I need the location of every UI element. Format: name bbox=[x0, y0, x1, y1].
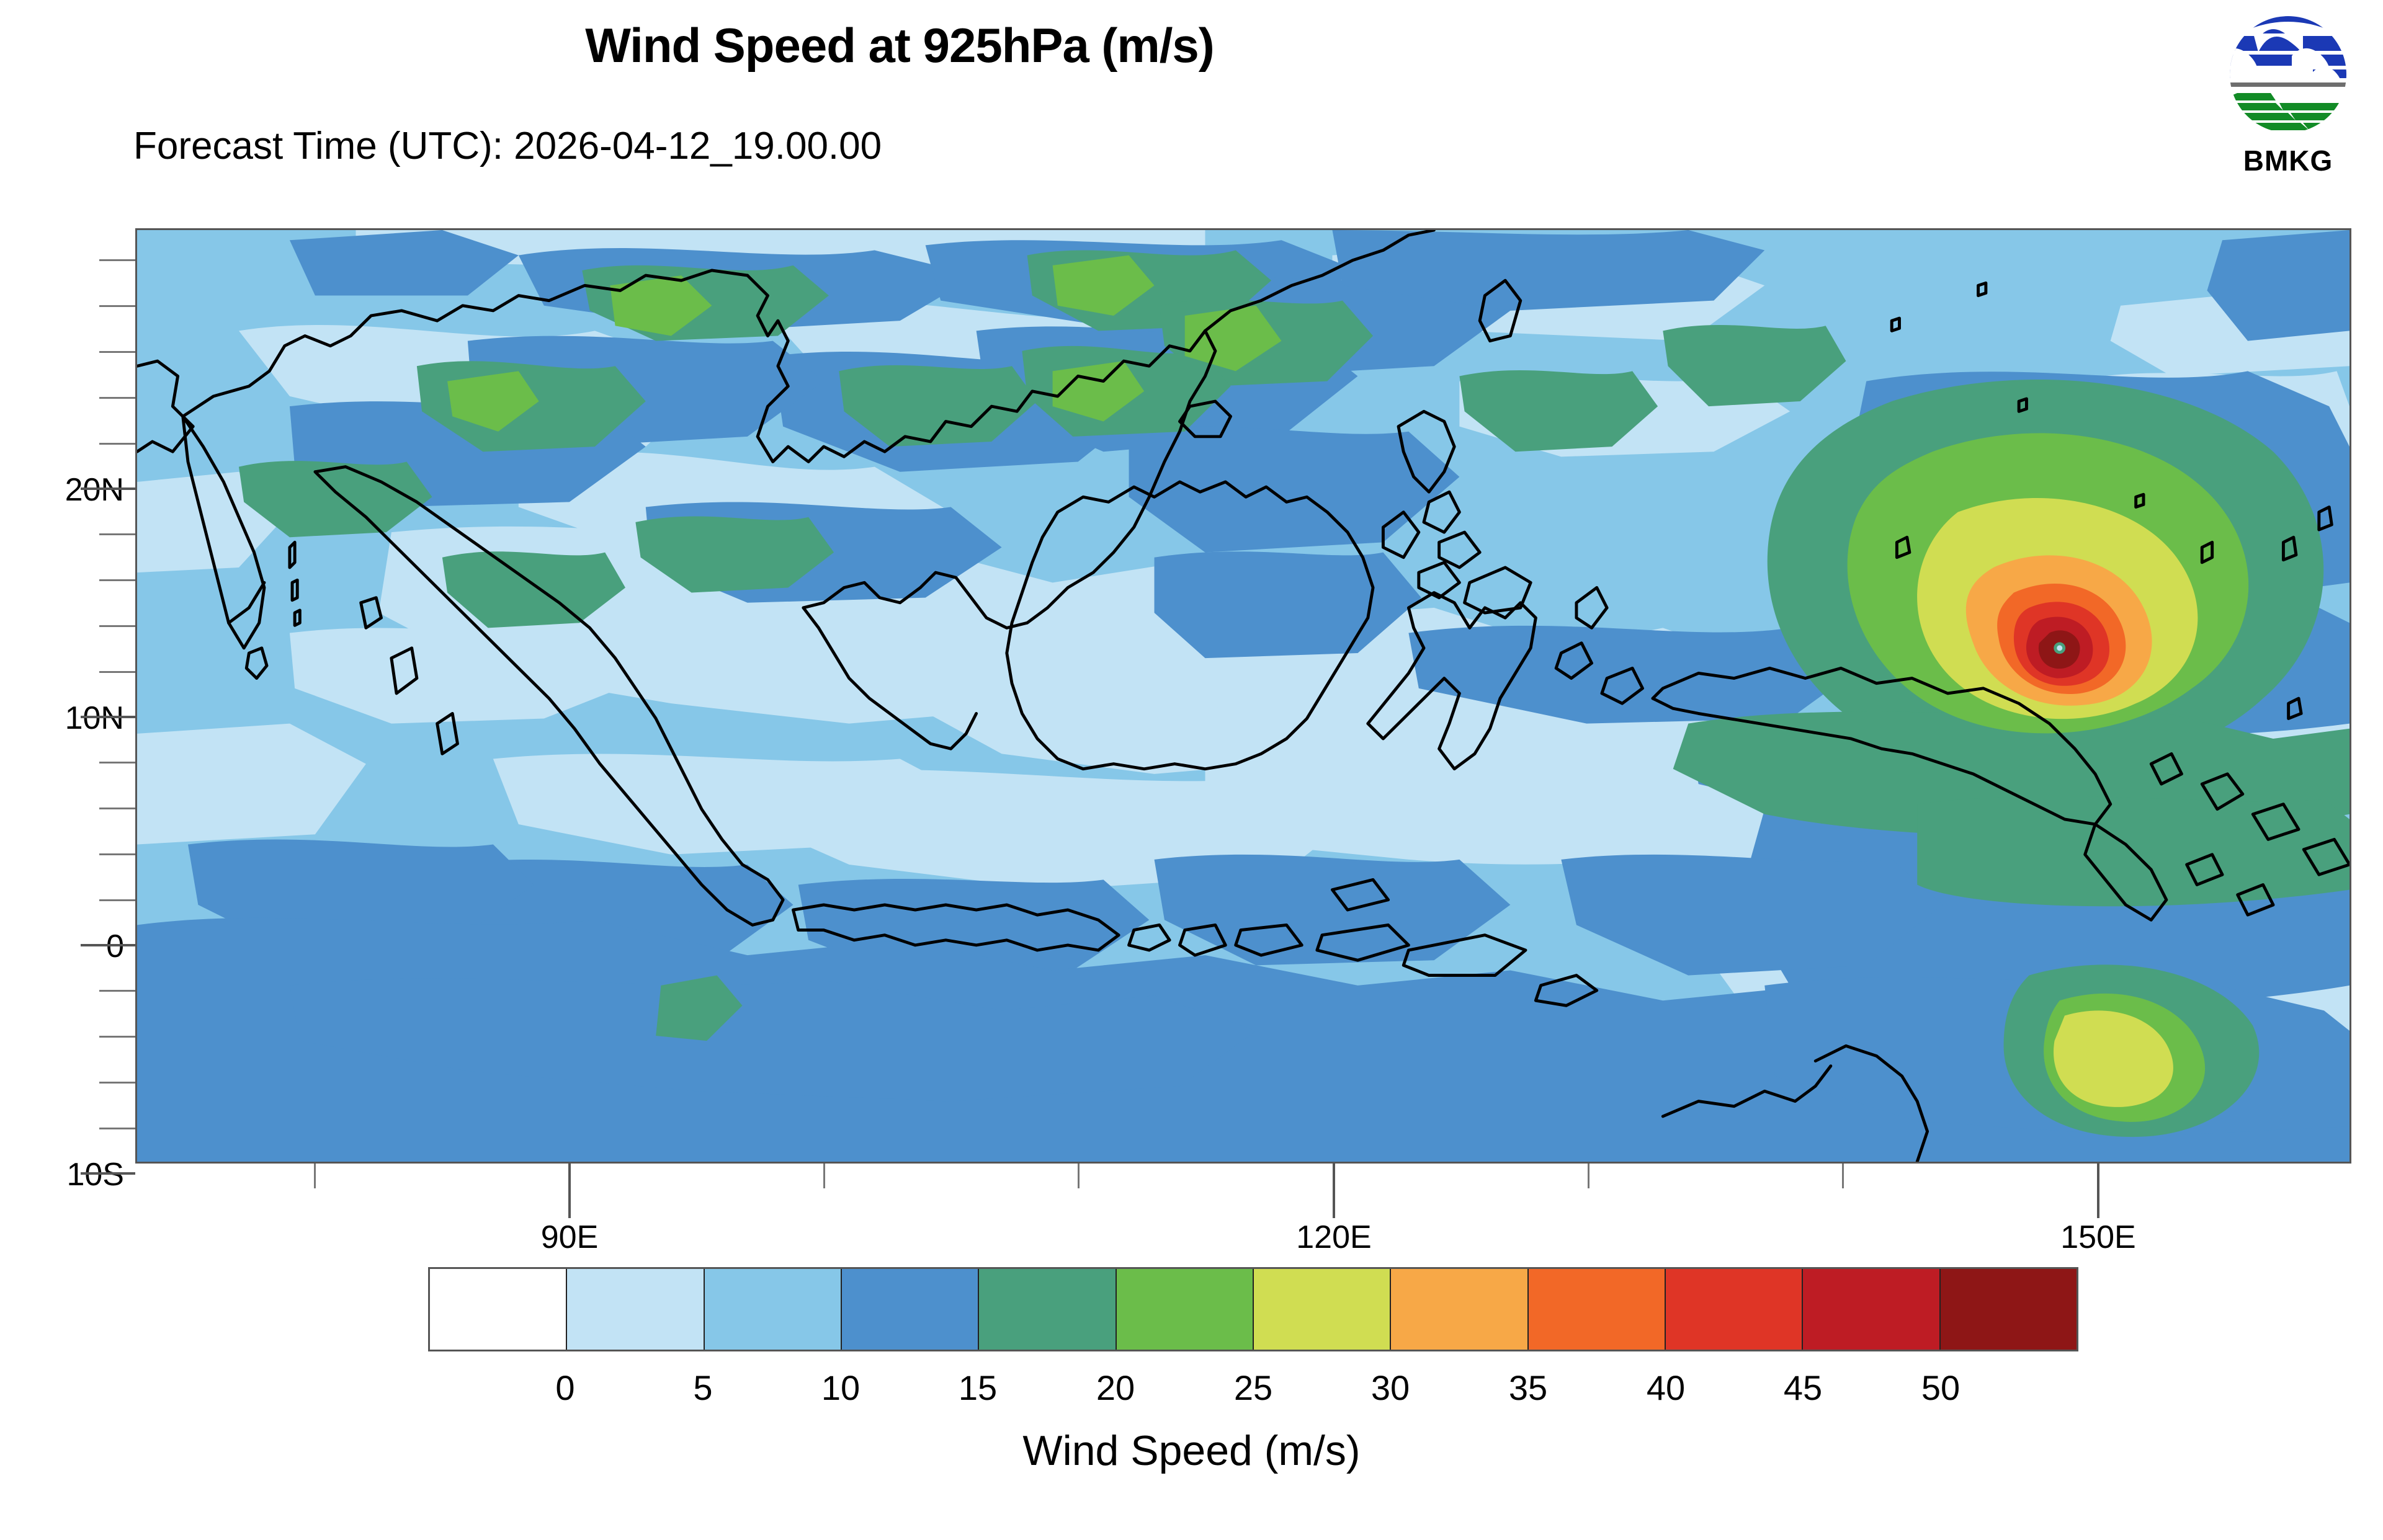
colorbar-swatch-0 bbox=[430, 1269, 568, 1350]
colorbar-tick-45: 45 bbox=[1783, 1368, 1823, 1407]
colorbar-swatch-2 bbox=[704, 1269, 842, 1350]
ytick-major bbox=[81, 1172, 135, 1175]
colorbar-tick-5: 5 bbox=[693, 1368, 713, 1407]
ytick-minor bbox=[99, 1036, 135, 1038]
xtick-label-90e: 90E bbox=[540, 1219, 599, 1255]
colorbar-title: Wind Speed (m/s) bbox=[1022, 1427, 1361, 1474]
forecast-time-label: Forecast Time (UTC): 2026-04-12_19.00.00 bbox=[133, 125, 882, 167]
ytick-minor bbox=[99, 625, 135, 627]
ytick-minor bbox=[99, 853, 135, 855]
xtick-label-150e: 150E bbox=[2060, 1219, 2136, 1255]
colorbar-swatch-1 bbox=[567, 1269, 705, 1350]
colorbar-swatch-5 bbox=[1116, 1269, 1254, 1350]
colorbar-swatch-4 bbox=[979, 1269, 1117, 1350]
ytick-major bbox=[81, 487, 135, 490]
xtick-minor bbox=[1078, 1164, 1080, 1188]
xtick-major bbox=[1333, 1164, 1335, 1218]
colorbar-tick-50: 50 bbox=[1921, 1368, 1960, 1407]
xtick-minor bbox=[314, 1164, 316, 1188]
ytick-minor bbox=[99, 259, 135, 261]
colorbar-swatch-8 bbox=[1528, 1269, 1666, 1350]
ytick-label-20n: 20N bbox=[65, 472, 124, 508]
xtick-minor bbox=[823, 1164, 825, 1188]
colorbar-swatch-9 bbox=[1665, 1269, 1804, 1350]
coastlines bbox=[137, 230, 2349, 1162]
ytick-minor bbox=[99, 808, 135, 809]
ytick-minor bbox=[99, 762, 135, 763]
ytick-minor bbox=[99, 533, 135, 535]
ytick-minor bbox=[99, 990, 135, 992]
ytick-minor bbox=[99, 1082, 135, 1084]
bmkg-logo-text: BMKG bbox=[2243, 145, 2333, 177]
bmkg-logo: BMKG bbox=[2226, 6, 2350, 186]
colorbar-swatch-3 bbox=[841, 1269, 980, 1350]
xtick-minor bbox=[1588, 1164, 1589, 1188]
ytick-label-10s: 10S bbox=[66, 1157, 124, 1193]
colorbar-tick-20: 20 bbox=[1096, 1368, 1135, 1407]
ytick-minor bbox=[99, 671, 135, 673]
ytick-minor bbox=[99, 899, 135, 901]
ytick-minor bbox=[99, 1128, 135, 1129]
colorbar-tick-15: 15 bbox=[958, 1368, 998, 1407]
page-title: Wind Speed at 925hPa (m/s) bbox=[585, 18, 1215, 73]
colorbar-tick-25: 25 bbox=[1233, 1368, 1273, 1407]
ytick-minor bbox=[99, 351, 135, 353]
colorbar-tick-40: 40 bbox=[1646, 1368, 1686, 1407]
colorbar-swatches bbox=[428, 1267, 2078, 1351]
contour-band-above-50 bbox=[2038, 630, 2080, 669]
colorbar-swatch-6 bbox=[1253, 1269, 1392, 1350]
colorbar-swatch-7 bbox=[1391, 1269, 1529, 1350]
colorbar-tick-10: 10 bbox=[821, 1368, 861, 1407]
xtick-label-120e: 120E bbox=[1296, 1219, 1372, 1255]
ytick-minor bbox=[99, 397, 135, 399]
bmkg-emblem-icon bbox=[2230, 16, 2346, 130]
ytick-minor bbox=[99, 579, 135, 581]
ytick-major bbox=[81, 716, 135, 718]
wind-speed-map[interactable] bbox=[135, 228, 2351, 1164]
ytick-minor bbox=[99, 443, 135, 445]
ytick-label-0: 0 bbox=[106, 928, 124, 964]
colorbar-swatch-10 bbox=[1803, 1269, 1941, 1350]
bmkg-logo-mark bbox=[2226, 6, 2350, 146]
ytick-major bbox=[81, 944, 135, 946]
ytick-minor bbox=[99, 305, 135, 307]
xtick-minor bbox=[1842, 1164, 1844, 1188]
wind-speed-contour-svg bbox=[137, 230, 2349, 1162]
xtick-major bbox=[2097, 1164, 2099, 1218]
colorbar-swatch-11 bbox=[1940, 1269, 2077, 1350]
colorbar-tick-0: 0 bbox=[555, 1368, 575, 1407]
colorbar-tick-30: 30 bbox=[1370, 1368, 1410, 1407]
xtick-major bbox=[568, 1164, 571, 1218]
colorbar-tick-35: 35 bbox=[1508, 1368, 1548, 1407]
colorbar[interactable] bbox=[428, 1267, 2078, 1351]
ytick-label-10n: 10N bbox=[65, 700, 124, 736]
